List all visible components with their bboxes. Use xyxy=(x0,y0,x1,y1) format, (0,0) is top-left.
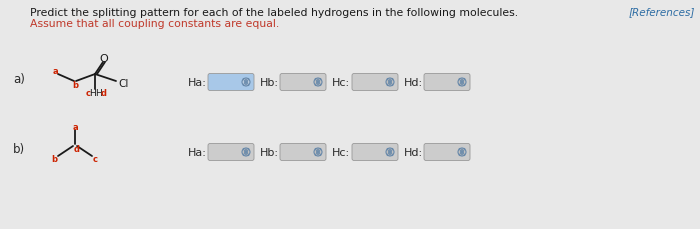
FancyBboxPatch shape xyxy=(208,144,254,161)
FancyBboxPatch shape xyxy=(352,74,398,91)
Text: Predict the splitting pattern for each of the labeled hydrogens in the following: Predict the splitting pattern for each o… xyxy=(30,8,518,18)
Text: b: b xyxy=(51,155,57,164)
Text: Assume that all coupling constants are equal.: Assume that all coupling constants are e… xyxy=(30,19,279,29)
Text: Hb:: Hb: xyxy=(260,78,279,88)
Text: a: a xyxy=(52,66,58,75)
Text: Hd:: Hd: xyxy=(404,78,423,88)
Text: b): b) xyxy=(13,143,25,156)
Circle shape xyxy=(314,79,322,87)
Text: Hb:: Hb: xyxy=(260,147,279,157)
Text: Hc:: Hc: xyxy=(332,147,350,157)
Circle shape xyxy=(242,148,250,156)
FancyBboxPatch shape xyxy=(280,144,326,161)
Text: a: a xyxy=(72,122,78,131)
Text: H: H xyxy=(90,89,97,98)
Text: a): a) xyxy=(13,73,25,86)
FancyBboxPatch shape xyxy=(352,144,398,161)
Text: Ha:: Ha: xyxy=(188,147,207,157)
Text: O: O xyxy=(99,54,108,64)
Text: H: H xyxy=(94,89,101,98)
Text: d: d xyxy=(101,89,107,98)
FancyBboxPatch shape xyxy=(208,74,254,91)
Text: Hc:: Hc: xyxy=(332,78,350,88)
Circle shape xyxy=(386,79,394,87)
Text: Cl: Cl xyxy=(118,79,128,89)
Text: [References]: [References] xyxy=(629,7,695,17)
FancyBboxPatch shape xyxy=(424,144,470,161)
Text: Hd:: Hd: xyxy=(404,147,423,157)
Text: c: c xyxy=(92,155,97,164)
Circle shape xyxy=(314,148,322,156)
Circle shape xyxy=(458,79,466,87)
FancyBboxPatch shape xyxy=(424,74,470,91)
Text: b: b xyxy=(72,81,78,90)
Text: c: c xyxy=(85,89,90,98)
Circle shape xyxy=(242,79,250,87)
Circle shape xyxy=(458,148,466,156)
Text: d: d xyxy=(74,144,80,153)
Circle shape xyxy=(386,148,394,156)
Text: Ha:: Ha: xyxy=(188,78,207,88)
FancyBboxPatch shape xyxy=(280,74,326,91)
